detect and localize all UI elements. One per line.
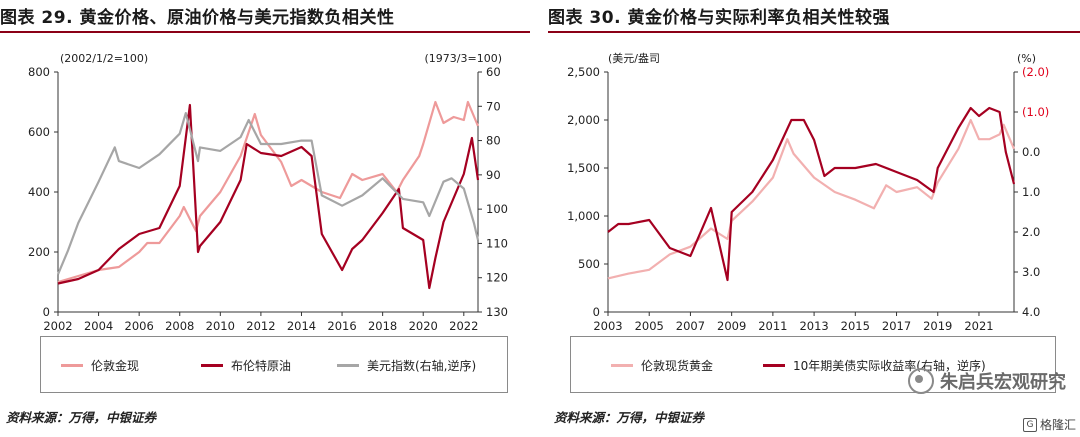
x-tick-label: 2016 — [327, 319, 356, 333]
x-tick-label: 2020 — [409, 319, 438, 333]
series-line-1 — [607, 106, 1016, 282]
y-left-tick-label: 2,000 — [567, 113, 600, 127]
y-right-tick-label: 70 — [486, 99, 501, 113]
legend-swatch — [61, 364, 83, 367]
title-divider — [548, 31, 1080, 33]
series-line-2 — [56, 111, 480, 275]
source-note: 资料来源：万得，中银证券 — [6, 410, 157, 425]
legend-label: 布伦特原油 — [231, 359, 292, 373]
legend-swatch — [763, 364, 785, 367]
legend-label: 伦敦现货黄金 — [641, 359, 714, 373]
x-tick-label: 2012 — [246, 319, 275, 333]
legend-swatch — [337, 364, 359, 367]
x-tick-label: 2022 — [449, 319, 478, 333]
y-left-tick-label: 2,500 — [567, 65, 600, 79]
right-axis-unit: (%) — [1017, 52, 1036, 65]
badge-icon: G — [1022, 417, 1037, 432]
right-chart-panel: 图表 30. 黄金价格与实际利率负相关性较强 (美元/盎司 (%) 0 500 1,… — [548, 0, 1080, 437]
x-tick-label: 2008 — [165, 319, 194, 333]
watermark: 朱启兵宏观研究 — [908, 368, 1066, 394]
left-chart-panel: 图表 29. 黄金价格、原油价格与美元指数负相关性 (2002/1/2=100)… — [0, 0, 530, 437]
x-tick-label: 2009 — [717, 319, 746, 333]
legend-item-usd: 美元指数(右轴,逆序) — [337, 357, 476, 374]
y-right-tick-label: 4.0 — [1022, 305, 1040, 319]
y-right-tick-label: 100 — [486, 202, 508, 216]
x-tick-label: 2021 — [964, 319, 993, 333]
y-right-tick-label: 90 — [486, 168, 501, 182]
badge-text: 格隆汇 — [1039, 418, 1076, 432]
legend-swatch — [611, 364, 633, 367]
y-left-tick-label: 0 — [593, 305, 600, 319]
x-tick-label: 2015 — [841, 319, 870, 333]
left-axis-unit: (2002/1/2=100) — [60, 52, 148, 65]
y-right-tick-label: 2.0 — [1022, 225, 1040, 239]
y-right-tick-label: (1.0) — [1022, 105, 1049, 119]
legend: 伦敦现货黄金 10年期美债实际收益率(右轴，逆序) — [570, 336, 1056, 393]
wechat-icon — [908, 368, 934, 394]
y-right-tick-label: (2.0) — [1022, 65, 1049, 79]
site-badge: G 格隆汇 — [1022, 416, 1076, 433]
y-right-tick-label: 60 — [486, 65, 501, 79]
x-tick-label: 2017 — [882, 319, 911, 333]
y-left-tick-label: 200 — [28, 245, 50, 259]
y-right-tick-label: 120 — [486, 271, 508, 285]
y-right-tick-label: 3.0 — [1022, 265, 1040, 279]
y-right-tick-label: 0.0 — [1022, 145, 1040, 159]
y-left-tick-label: 1,000 — [567, 209, 600, 223]
chart-area: (美元/盎司 (%) 0 500 1,000 1,500 2,000 2,500 (2.0)… — [567, 51, 1049, 333]
x-tick-label: 2006 — [125, 319, 154, 333]
title-divider — [0, 31, 530, 33]
legend-swatch — [201, 364, 223, 367]
x-tick-label: 2010 — [206, 319, 235, 333]
legend: 伦敦金现 布伦特原油 美元指数(右轴,逆序) — [40, 336, 508, 393]
source-note: 资料来源：万得，中银证券 — [554, 410, 705, 425]
x-tick-label: 2011 — [758, 319, 787, 333]
watermark-text: 朱启兵宏观研究 — [940, 372, 1066, 393]
x-tick-label: 2002 — [43, 319, 72, 333]
y-left-tick-label: 600 — [28, 125, 50, 139]
y-right-tick-label: 80 — [486, 134, 501, 148]
y-left-tick-label: 500 — [578, 257, 600, 271]
y-right-tick-label: 110 — [486, 236, 508, 250]
y-left-tick-label: 1,500 — [567, 161, 600, 175]
x-tick-label: 2013 — [799, 319, 828, 333]
legend-label: 10年期美债实际收益率(右轴，逆序) — [793, 359, 986, 373]
left-axis-unit: (美元/盎司 — [608, 51, 660, 65]
chart-area: (2002/1/2=100) (1973/3=100) 0 200 400 600 80… — [28, 52, 508, 333]
y-left-tick-label: 800 — [28, 65, 50, 79]
series-line-0 — [607, 118, 1016, 280]
x-tick-label: 2004 — [84, 319, 113, 333]
x-tick-label: 2005 — [635, 319, 664, 333]
right-axis-unit: (1973/3=100) — [425, 52, 503, 65]
y-left-tick-label: 400 — [28, 185, 50, 199]
x-tick-label: 2007 — [676, 319, 705, 333]
legend-item-real-rate: 10年期美债实际收益率(右轴，逆序) — [763, 357, 986, 374]
y-right-tick-label: 130 — [486, 305, 508, 319]
y-right-tick-label: 1.0 — [1022, 185, 1040, 199]
legend-item-oil: 布伦特原油 — [201, 357, 291, 374]
x-tick-label: 2018 — [368, 319, 397, 333]
series-line-0 — [57, 100, 480, 284]
y-left-tick-label: 0 — [43, 305, 50, 319]
x-tick-label: 2003 — [593, 319, 622, 333]
legend-label: 美元指数(右轴,逆序) — [367, 359, 477, 373]
x-tick-label: 2014 — [287, 319, 316, 333]
series-line-1 — [57, 103, 480, 290]
chart-title: 图表 30. 黄金价格与实际利率负相关性较强 — [548, 8, 890, 28]
legend-item-gold: 伦敦现货黄金 — [611, 357, 713, 374]
legend-label: 伦敦金现 — [91, 359, 140, 373]
x-tick-label: 2019 — [923, 319, 952, 333]
legend-item-gold: 伦敦金现 — [61, 357, 139, 374]
chart-title: 图表 29. 黄金价格、原油价格与美元指数负相关性 — [0, 8, 395, 28]
